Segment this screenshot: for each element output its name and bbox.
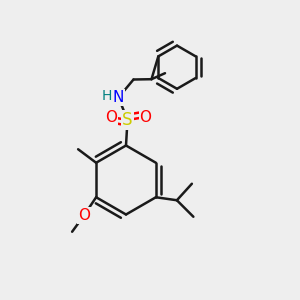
Text: S: S <box>122 111 133 129</box>
Text: O: O <box>140 110 152 124</box>
Text: N: N <box>113 90 124 105</box>
Text: O: O <box>78 208 90 223</box>
Text: H: H <box>102 89 112 103</box>
Text: O: O <box>105 110 117 124</box>
